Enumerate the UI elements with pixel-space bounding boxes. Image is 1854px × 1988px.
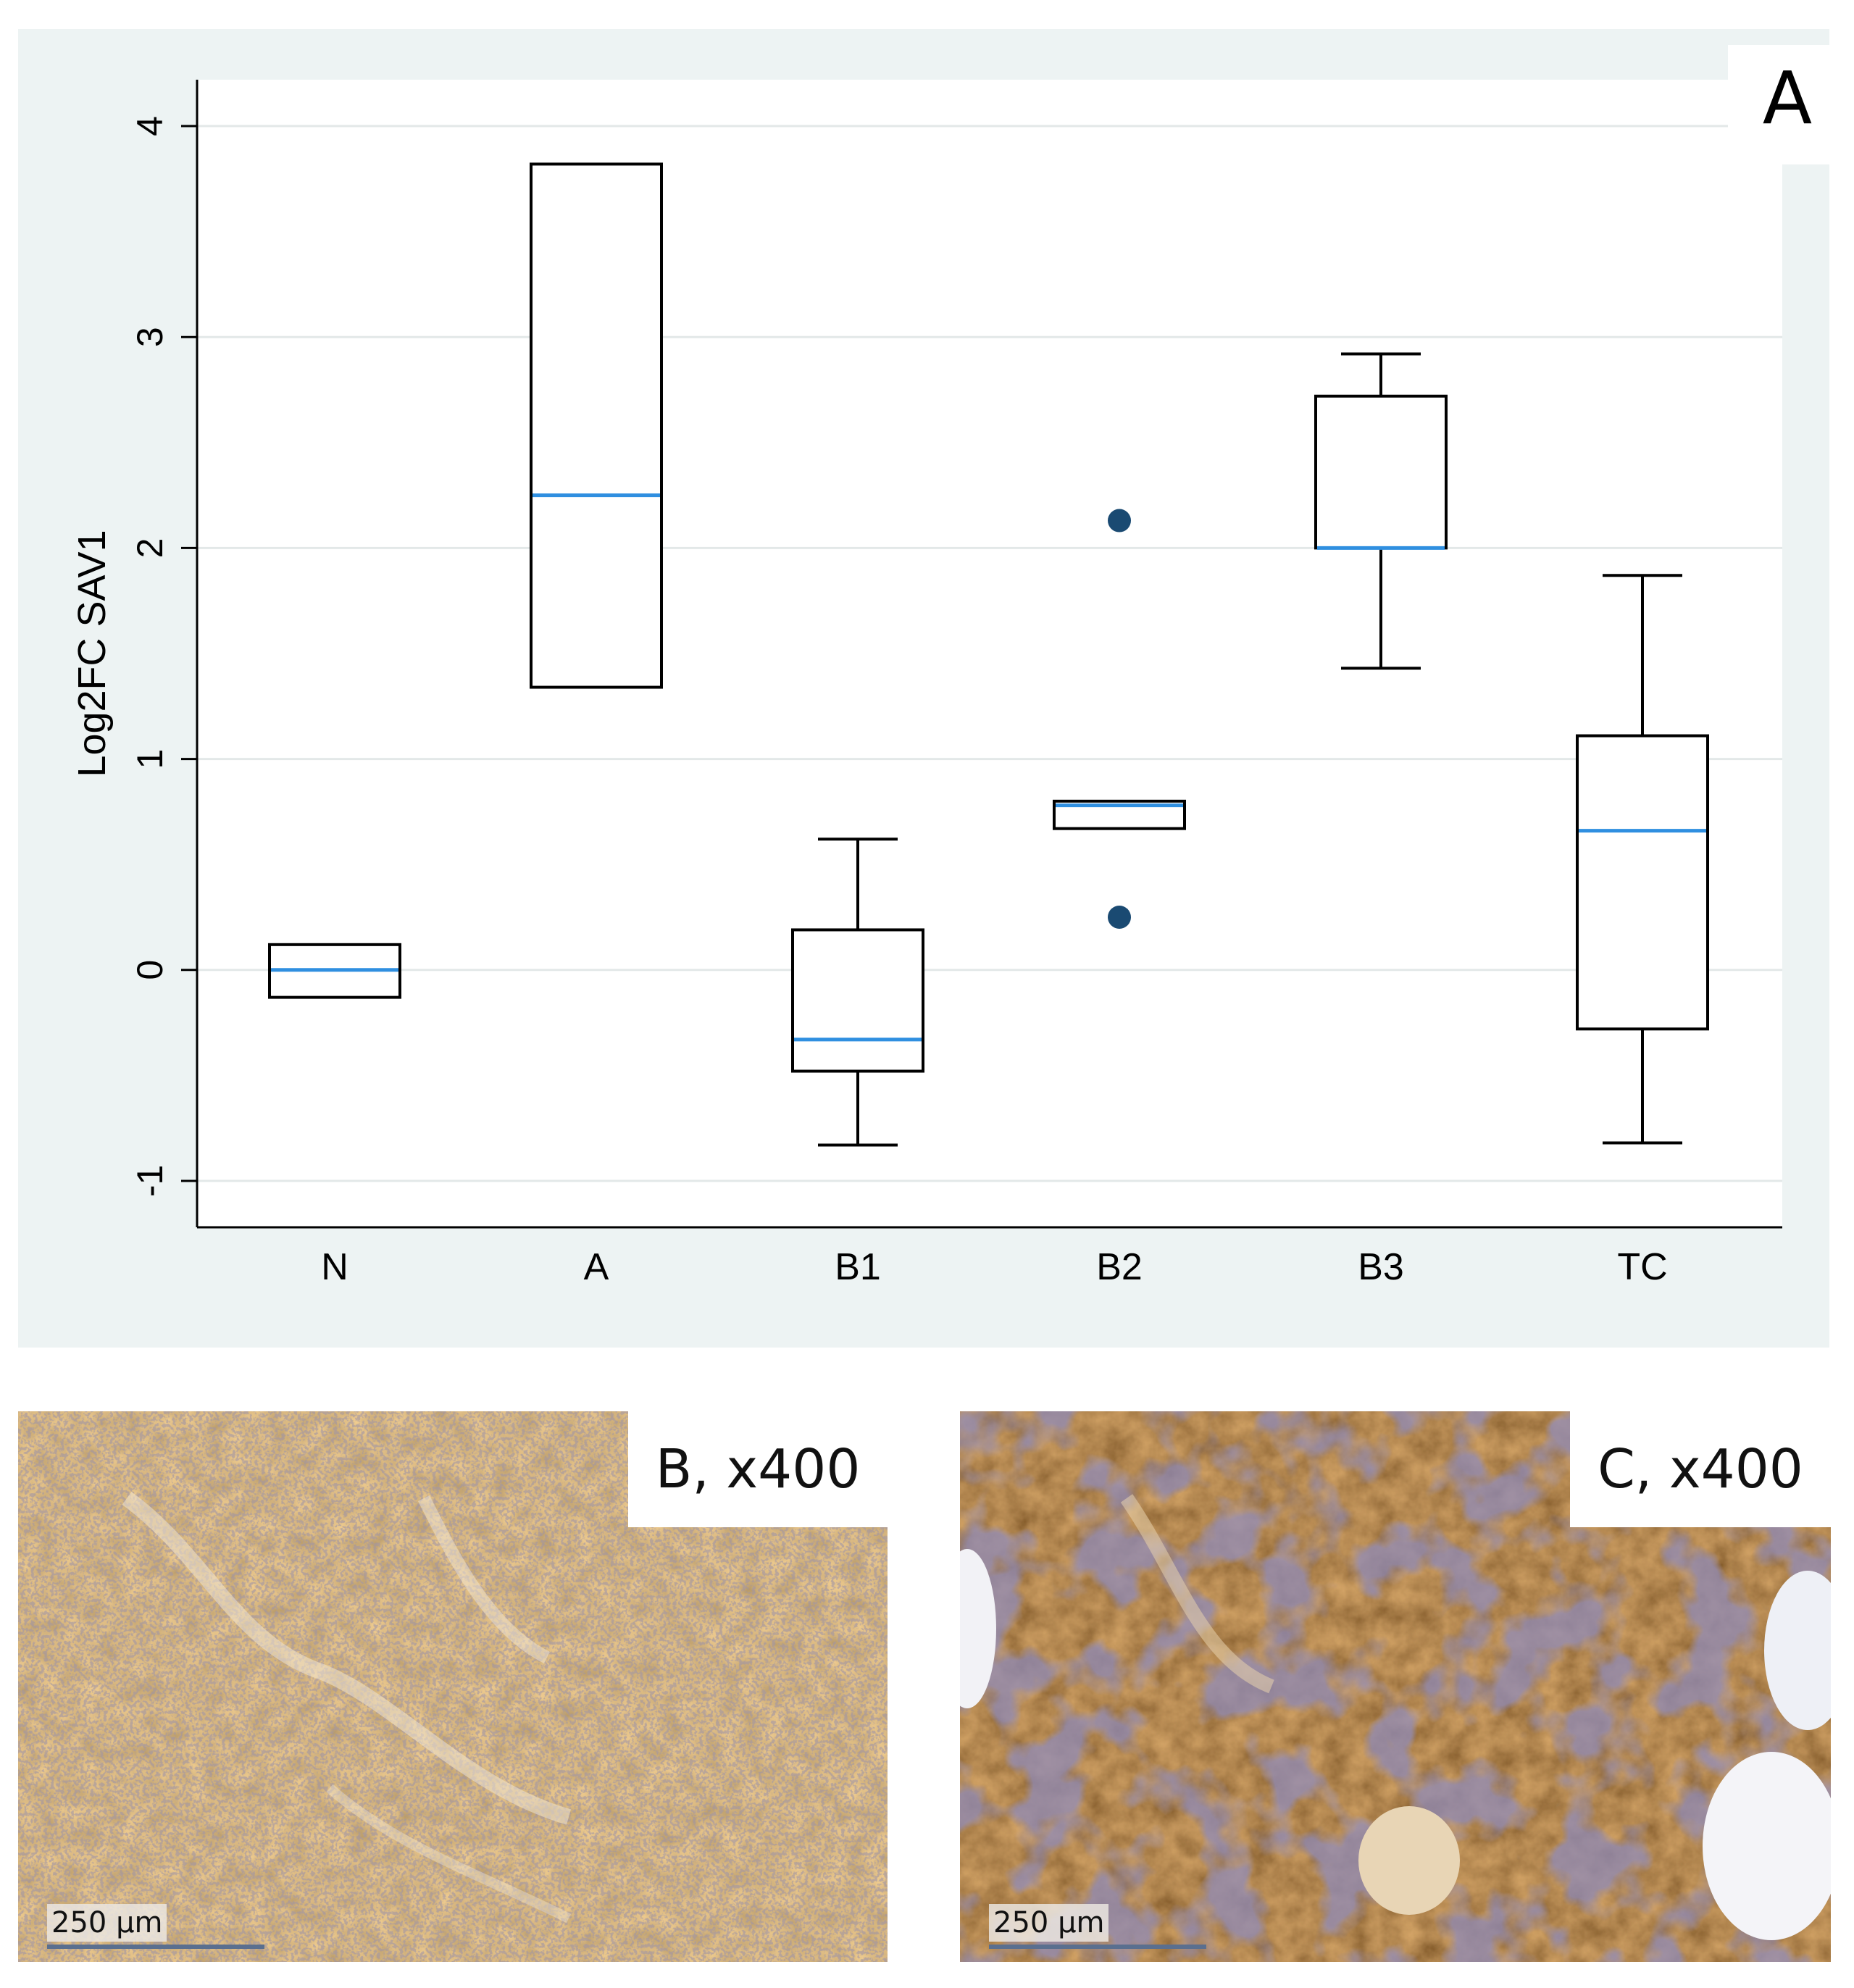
outlier-point bbox=[1108, 509, 1131, 532]
x-tick-label: B3 bbox=[1358, 1246, 1404, 1288]
outlier-point bbox=[1108, 905, 1131, 929]
x-tick-label: B1 bbox=[835, 1246, 881, 1288]
x-tick-label: TC bbox=[1617, 1246, 1667, 1288]
micrograph-c-scale-bar bbox=[989, 1945, 1206, 1949]
boxplot-chart: -1 0 1 2 3 4 Log2FC SAV1 A N A B1 B2 B3 TC bbox=[18, 29, 1829, 1348]
micrograph-c-image bbox=[960, 1411, 1831, 1962]
micrograph-b: B, x400 250 µm bbox=[18, 1411, 888, 1962]
x-tick-label: N bbox=[321, 1246, 348, 1288]
micrograph-b-scale-bar bbox=[47, 1945, 264, 1949]
panel-label: A bbox=[1763, 56, 1812, 141]
plot-area bbox=[197, 80, 1782, 1227]
box-b3 bbox=[1314, 394, 1448, 550]
panel-label-background bbox=[1728, 45, 1829, 164]
y-tick-label: 0 bbox=[130, 960, 170, 980]
micrograph-b-image bbox=[18, 1411, 888, 1962]
micrograph-b-label: B, x400 bbox=[628, 1411, 888, 1527]
boxplot-panel: -1 0 1 2 3 4 Log2FC SAV1 A N A B1 B2 B3 TC bbox=[18, 29, 1829, 1348]
micrograph-c-label: C, x400 bbox=[1570, 1411, 1831, 1527]
y-tick-label: 4 bbox=[130, 116, 170, 136]
y-tick-label: 3 bbox=[130, 327, 170, 347]
box-tc bbox=[1576, 734, 1709, 1031]
x-tick-label: A bbox=[584, 1246, 609, 1288]
y-tick-label: 1 bbox=[130, 749, 170, 769]
micrograph-c: C, x400 250 µm bbox=[960, 1411, 1831, 1962]
y-tick-label: -1 bbox=[130, 1165, 170, 1197]
box-a bbox=[530, 162, 663, 689]
y-tick-label: 2 bbox=[130, 538, 170, 559]
micrograph-b-scale-label: 250 µm bbox=[47, 1904, 167, 1942]
box-b1 bbox=[791, 928, 924, 1073]
y-axis-label: Log2FC SAV1 bbox=[70, 530, 114, 777]
x-tick-label: B2 bbox=[1096, 1246, 1143, 1288]
micrograph-c-scale-label: 250 µm bbox=[989, 1904, 1109, 1942]
